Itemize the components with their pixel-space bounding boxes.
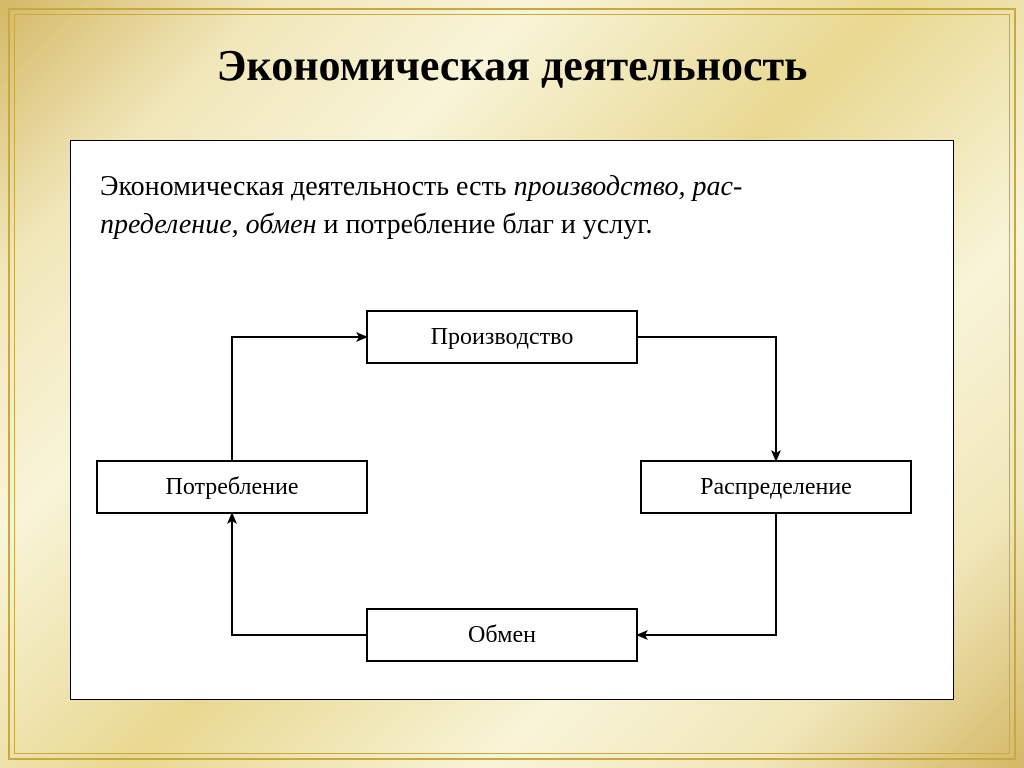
definition-text: Экономическая деятельность есть производ…: [100, 168, 924, 244]
definition-intro: Экономическая деятельность есть: [100, 171, 514, 202]
node-distribution: Распределение: [640, 460, 912, 514]
node-exchange: Обмен: [366, 608, 638, 662]
node-consumption: Потребление: [96, 460, 368, 514]
definition-tail: и потребление благ и услуг.: [316, 209, 652, 240]
slide-title: Экономическая деятельность: [0, 40, 1024, 91]
node-production: Производство: [366, 310, 638, 364]
